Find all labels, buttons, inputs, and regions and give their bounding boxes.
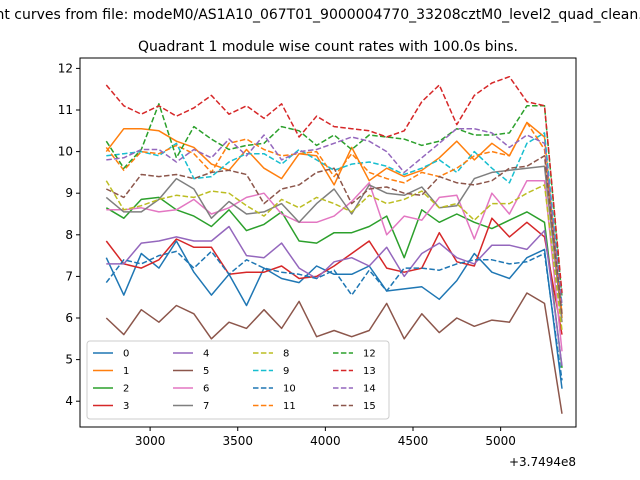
legend-label-7: 7 [203, 401, 209, 412]
legend-label-13: 13 [363, 366, 376, 377]
legend-frame [86, 340, 390, 420]
y-tick-label: 7 [65, 269, 73, 283]
legend-label-4: 4 [203, 349, 209, 360]
legend-label-1: 1 [123, 366, 129, 377]
series-line-3 [105, 217, 563, 335]
legend-label-15: 15 [363, 401, 376, 412]
legend-label-10: 10 [283, 384, 296, 395]
legend-label-8: 8 [283, 349, 289, 360]
y-tick-label: 12 [58, 61, 73, 75]
legend-label-0: 0 [123, 349, 129, 360]
y-tick-label: 6 [65, 311, 73, 325]
series-line-10 [105, 250, 563, 381]
y-axis: 4 5 6 7 8 9 10 11 12 [58, 61, 80, 408]
x-tick-label: 4000 [310, 434, 341, 448]
legend-label-3: 3 [123, 401, 129, 412]
y-tick-label: 11 [58, 103, 73, 117]
y-tick-label: 10 [58, 145, 73, 159]
figure-suptitle: Light curves from file: modeM0/AS1A10_06… [0, 7, 640, 23]
legend-label-2: 2 [123, 384, 129, 395]
x-tick-label: 4500 [398, 434, 429, 448]
legend-label-12: 12 [363, 349, 376, 360]
series-line-15 [105, 155, 563, 314]
series-line-14 [106, 127, 563, 306]
series-line-9 [106, 132, 563, 306]
series-line-12 [105, 103, 563, 298]
x-tick-label: 3500 [222, 434, 253, 448]
legend-label-5: 5 [203, 366, 209, 377]
series-line-13 [105, 75, 563, 294]
series-line-1 [105, 121, 563, 319]
y-tick-label: 4 [65, 394, 73, 408]
series-line-4 [106, 225, 563, 366]
series-line-7 [105, 165, 563, 323]
y-tick-label: 5 [65, 353, 73, 367]
legend-label-6: 6 [203, 384, 209, 395]
y-tick-label: 8 [65, 228, 73, 242]
y-tick-label: 9 [65, 186, 73, 200]
x-tick-label: 3000 [135, 434, 166, 448]
series-line-0 [105, 240, 563, 389]
legend-label-14: 14 [363, 384, 376, 395]
legend-label-11: 11 [283, 401, 296, 412]
x-tick-label: 5000 [485, 434, 516, 448]
legend-label-9: 9 [283, 366, 289, 377]
x-axis-offset-text: +3.7494e8 [509, 455, 576, 469]
series-line-5 [105, 292, 563, 414]
series-line-2 [105, 196, 563, 368]
series-lines [105, 75, 563, 414]
axes-title: Quadrant 1 module wise count rates with … [138, 39, 518, 55]
x-axis: 3000 3500 4000 4500 5000 [135, 427, 516, 448]
axes-frame [79, 57, 577, 428]
